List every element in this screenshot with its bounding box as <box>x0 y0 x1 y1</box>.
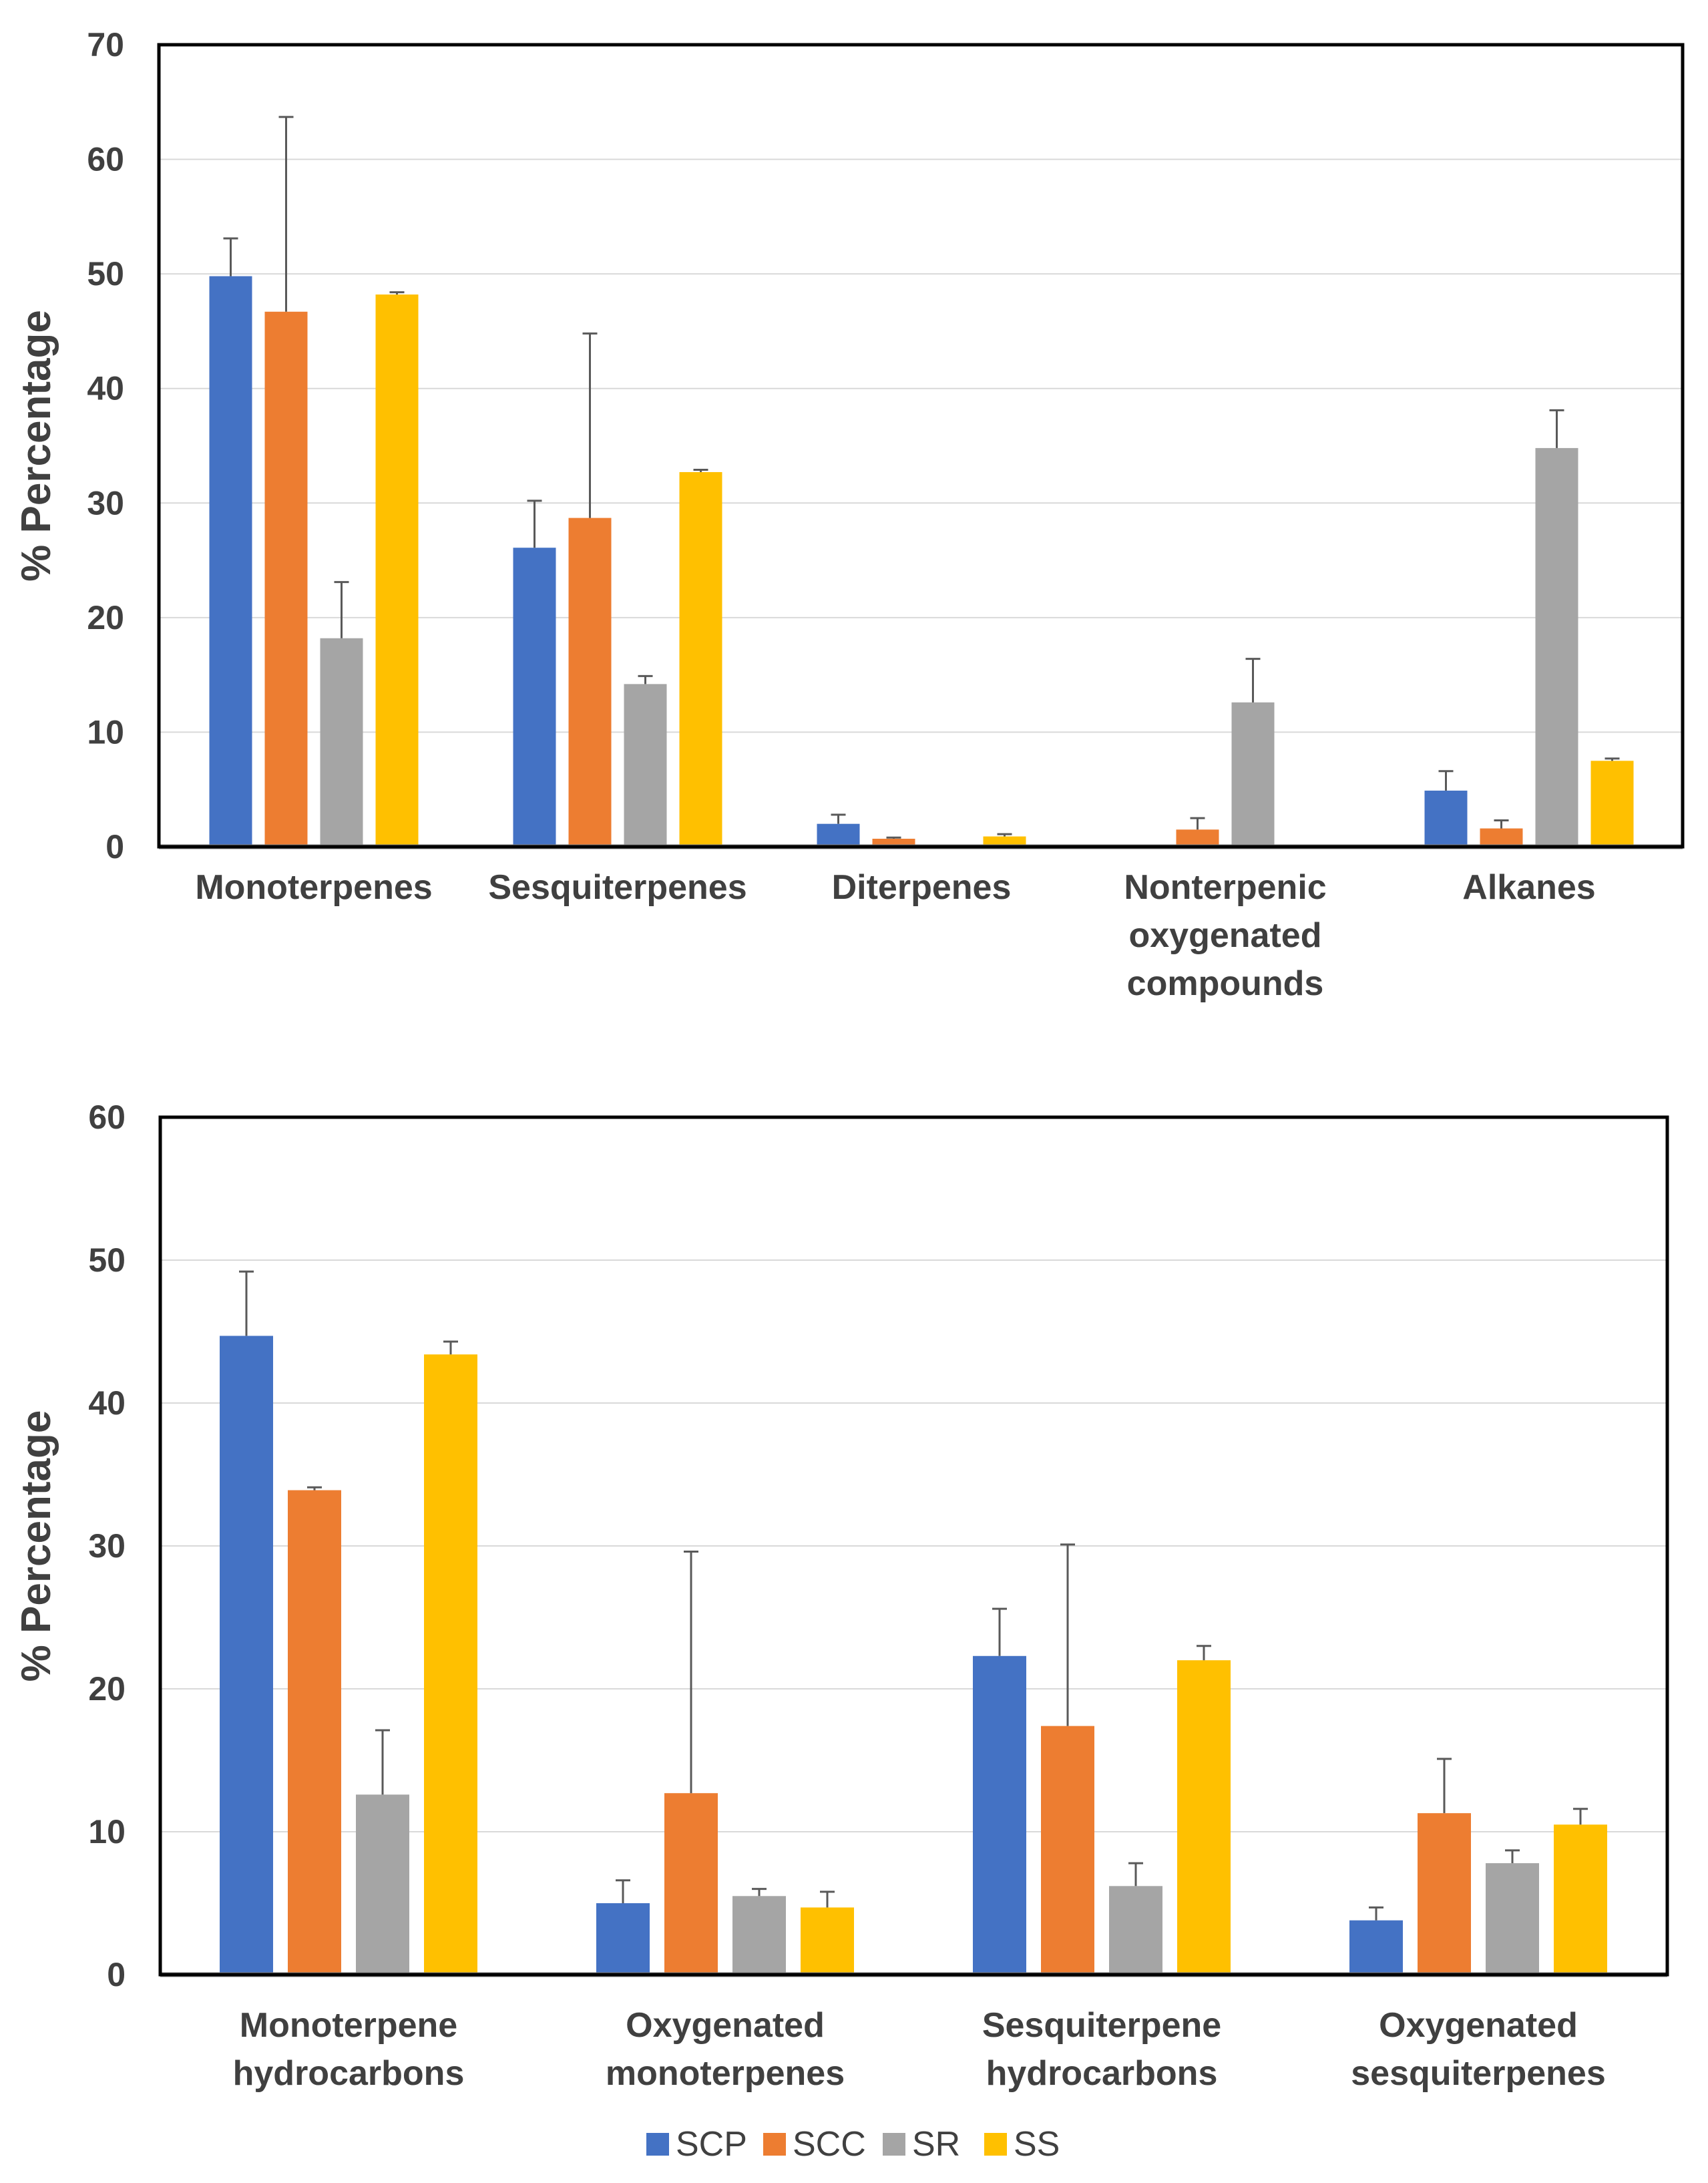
category-label-line: Monoterpene <box>240 2006 457 2045</box>
bar-scc-sesquiterpene-hydrocarbons <box>1041 1726 1094 1975</box>
y-tick-label: 60 <box>87 141 124 178</box>
bar-scc-alkanes <box>1480 828 1523 847</box>
bar-sr-monoterpene-hydrocarbons <box>356 1794 409 1975</box>
bar-scp-diterpenes <box>817 823 860 847</box>
y-tick-label: 50 <box>88 1241 126 1279</box>
y-tick-label: 0 <box>105 828 124 865</box>
category-label-line: compounds <box>1127 964 1324 1003</box>
bar-scc-oxygenated-monoterpenes <box>664 1793 718 1975</box>
category-label-line: hydrocarbons <box>233 2054 465 2093</box>
legend-swatch-scp <box>646 2133 669 2156</box>
bar-ss-oxygenated-sesquiterpenes <box>1554 1824 1607 1975</box>
category-label-line: sesquiterpenes <box>1351 2054 1606 2093</box>
y-tick-label: 40 <box>87 370 124 407</box>
y-tick-label: 70 <box>87 26 124 63</box>
y-tick-label: 50 <box>87 255 124 292</box>
category-label: Monoterpenes <box>195 868 432 907</box>
category-label-line: Sesquiterpenes <box>488 868 746 907</box>
bar-ss-sesquiterpene-hydrocarbons <box>1177 1660 1231 1975</box>
bar-ss-diterpenes <box>983 836 1026 847</box>
y-tick-label: 10 <box>88 1813 126 1850</box>
bar-sr-sesquiterpene-hydrocarbons <box>1109 1886 1162 1975</box>
category-label-line: Alkanes <box>1462 868 1595 907</box>
bar-scc-oxygenated-sesquiterpenes <box>1418 1813 1471 1975</box>
category-label: Oxygenated monoterpenes <box>606 2006 845 2093</box>
category-label-line: Sesquiterpene <box>982 2006 1221 2045</box>
y-tick-label: 20 <box>88 1670 126 1708</box>
y-tick-label: 60 <box>88 1099 126 1136</box>
bar-ss-alkanes <box>1590 761 1634 847</box>
category-label-line: Monoterpenes <box>195 868 432 907</box>
bar-sr-sesquiterpenes <box>624 684 667 847</box>
y-tick-label: 0 <box>107 1956 126 1993</box>
legend-swatch-sr <box>883 2133 905 2156</box>
category-label-line: oxygenated <box>1129 916 1322 955</box>
bar-scp-oxygenated-monoterpenes <box>596 1903 650 1975</box>
bar-sr-oxygenated-sesquiterpenes <box>1486 1863 1539 1975</box>
legend-label-ss: SS <box>1014 2125 1060 2164</box>
y-tick-label: 30 <box>88 1527 126 1565</box>
legend-swatch-scc <box>763 2133 786 2156</box>
y-axis-label: % Percentage <box>13 1410 59 1682</box>
bar-ss-sesquiterpenes <box>679 471 722 847</box>
category-label-line: Nonterpenic <box>1124 868 1326 907</box>
category-label-line: Diterpenes <box>832 868 1012 907</box>
bar-sr-oxygenated-monoterpenes <box>732 1896 786 1975</box>
legend: SCP SCC SR SS <box>646 2125 1060 2164</box>
bar-scp-monoterpene-hydrocarbons <box>220 1336 273 1975</box>
y-tick-label: 40 <box>88 1384 126 1422</box>
bar-sr-nonterpenic-oxygenated-compounds <box>1231 702 1275 847</box>
legend-swatch-ss <box>984 2133 1007 2156</box>
plot-frame <box>157 43 1685 849</box>
bar-scc-sesquiterpenes <box>568 518 612 847</box>
category-label: Sesquiterpenes <box>488 868 746 907</box>
category-label: Oxygenated sesquiterpenes <box>1351 2006 1606 2093</box>
category-label: Sesquiterpene hydrocarbons <box>982 2006 1221 2093</box>
bar-scp-oxygenated-sesquiterpenes <box>1349 1920 1403 1975</box>
category-label: Monoterpene hydrocarbons <box>233 2006 465 2093</box>
bar-sr-monoterpenes <box>320 638 363 847</box>
plot-frame <box>158 1115 1669 1977</box>
category-label-line: Oxygenated <box>626 2006 825 2045</box>
y-axis-label: % Percentage <box>13 310 59 582</box>
bar-scp-sesquiterpenes <box>513 548 556 847</box>
bar-ss-monoterpenes <box>375 294 419 847</box>
bar-scc-nonterpenic-oxygenated-compounds <box>1176 829 1219 847</box>
category-label-line: monoterpenes <box>606 2054 845 2093</box>
category-label: Nonterpenic oxygenated compounds <box>1124 868 1326 1003</box>
legend-label-scc: SCC <box>793 2125 866 2164</box>
category-label: Alkanes <box>1462 868 1595 907</box>
legend-label-sr: SR <box>912 2125 960 2164</box>
bar-scp-alkanes <box>1424 790 1468 847</box>
legend-label-scp: SCP <box>676 2125 747 2164</box>
bar-scp-sesquiterpene-hydrocarbons <box>973 1655 1026 1975</box>
chart-chemical-classes: 0 10 20 30 40 50 60 70 Monoterpenes Sesquiterpene… <box>13 26 1685 1003</box>
bar-scc-monoterpenes <box>264 311 308 847</box>
category-label: Diterpenes <box>832 868 1012 907</box>
bar-sr-alkanes <box>1535 447 1578 847</box>
bar-scp-monoterpenes <box>209 276 252 847</box>
category-label-line: Oxygenated <box>1379 2006 1578 2045</box>
bar-ss-oxygenated-monoterpenes <box>801 1907 854 1975</box>
bar-ss-monoterpene-hydrocarbons <box>424 1354 477 1975</box>
y-tick-label: 30 <box>87 484 124 522</box>
category-label-line: hydrocarbons <box>986 2054 1218 2093</box>
bar-scc-monoterpene-hydrocarbons <box>288 1490 341 1975</box>
y-tick-label: 20 <box>87 599 124 636</box>
chart-terpene-subclasses: 0 10 20 30 40 50 60 Monoterpene hydrocarbons Oxyg… <box>13 1099 1669 2093</box>
y-tick-label: 10 <box>87 713 124 751</box>
